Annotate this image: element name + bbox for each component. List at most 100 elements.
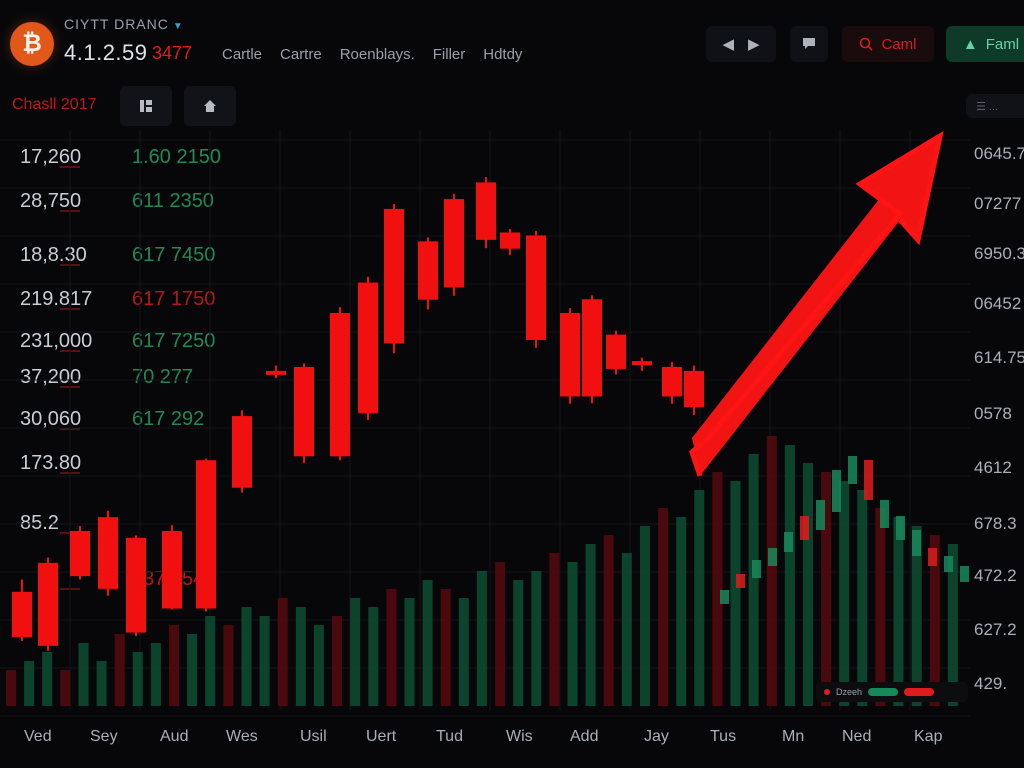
price-level: 85.2 — [20, 512, 59, 534]
search-pill[interactable]: ☰ ... — [966, 94, 1024, 118]
candle-bull[interactable] — [582, 299, 602, 397]
candle-bull[interactable] — [384, 208, 404, 344]
layout-button[interactable] — [120, 86, 172, 126]
candle-bull[interactable] — [500, 232, 520, 249]
legend-label: Dzeeh — [836, 687, 863, 697]
volume-bar — [531, 571, 542, 706]
candle-bear[interactable] — [632, 361, 652, 366]
candle-bear[interactable] — [126, 537, 146, 633]
volume-bar — [694, 490, 705, 706]
menu-item[interactable]: Roenblays. — [339, 46, 415, 63]
candle-bear[interactable] — [266, 370, 286, 375]
volume-bar — [223, 625, 234, 706]
volume-bar — [766, 436, 777, 706]
volume-bar — [549, 553, 560, 706]
candle-bear[interactable] — [684, 370, 704, 408]
volume-bar — [893, 517, 904, 706]
volume-bar — [712, 472, 723, 706]
current-price: 4.1.2.59 — [64, 40, 148, 65]
candle-bear[interactable] — [294, 366, 314, 457]
price-level: 30,060 — [20, 408, 82, 430]
volume-bar — [24, 661, 35, 706]
candle-bear[interactable] — [330, 312, 350, 457]
legend-bear-swatch — [904, 688, 935, 696]
price-list-row[interactable]: 28,750 611 2350 — [0, 186, 240, 214]
candle-bull[interactable] — [444, 199, 464, 288]
mini-candle — [784, 532, 793, 552]
volume-bar — [422, 580, 433, 706]
chat-button[interactable] — [790, 26, 828, 62]
nav-buttons: ◀ ▶ — [706, 26, 776, 62]
price-level: 28,750 — [20, 190, 82, 212]
volume-bar — [640, 526, 650, 706]
forward-icon[interactable]: ▶ — [748, 36, 760, 53]
volume-bar — [150, 643, 161, 706]
buy-button[interactable]: ▲ Faml — [946, 26, 1024, 62]
candle-bull[interactable] — [476, 182, 496, 240]
search-icon — [860, 37, 874, 51]
candle-bear[interactable] — [606, 334, 626, 369]
candle-bear[interactable] — [560, 312, 580, 397]
candle-bear[interactable] — [162, 530, 182, 609]
legend-bull-swatch — [868, 688, 899, 696]
time-tick-label: Mn — [782, 728, 805, 745]
candle-bear[interactable] — [662, 366, 682, 397]
triangle-down-icon[interactable]: ▼ — [172, 21, 184, 32]
price-level: 219.817 — [20, 288, 93, 310]
volume-bar — [947, 544, 958, 706]
menu-item[interactable]: Cartle — [222, 46, 263, 63]
volume-bar — [658, 508, 669, 706]
chart-label: Chasll 2017 — [12, 96, 97, 113]
header: ₿ CIYTT DRANC ▼ 4.1.2.59 3477 Cartle Cart… — [0, 0, 1024, 84]
price-list-row[interactable]: 219.817 617 1750 — [0, 284, 240, 312]
volume-bar — [784, 445, 795, 706]
mini-candle — [752, 560, 761, 578]
time-tick-label: Ned — [842, 728, 872, 745]
time-tick-label: Uert — [366, 728, 397, 745]
candle-bull[interactable] — [526, 235, 546, 340]
candle-bull[interactable] — [98, 517, 118, 589]
cancel-button[interactable]: Caml — [842, 26, 934, 62]
volume-bar — [78, 643, 89, 706]
volume-bar — [458, 598, 469, 706]
volume-bar — [603, 535, 614, 706]
volume-bar — [96, 661, 107, 706]
price-list-row[interactable]: 30,060 617 292 — [0, 404, 240, 432]
price-tick-label: 678.3 — [974, 514, 1017, 533]
time-tick-label: Tud — [436, 728, 463, 745]
candle-bull[interactable] — [38, 562, 58, 646]
volume-bar — [676, 517, 687, 706]
candle-bear[interactable] — [12, 591, 32, 637]
price-list-row[interactable]: 17,260 1.60 2150 — [0, 142, 240, 170]
candle-bull[interactable] — [232, 416, 252, 488]
time-tick-label: Sey — [90, 728, 118, 745]
price-candles — [12, 177, 969, 651]
volume-bar — [839, 481, 850, 706]
home-button[interactable] — [184, 86, 236, 126]
price-tick-label: 627.2 — [974, 620, 1017, 639]
price-change: 3477 — [152, 43, 193, 63]
mini-candle — [944, 556, 953, 572]
volume-bars — [6, 436, 958, 706]
price-list-row[interactable]: 231,000 617 7250 — [0, 326, 240, 354]
candle-bear[interactable] — [70, 530, 90, 577]
price-tick-label: 4612 — [974, 458, 1012, 477]
cancel-label: Caml — [881, 35, 917, 53]
menu-item[interactable]: Cartre — [280, 46, 322, 63]
price-tick-label: 0645.7 — [974, 144, 1024, 163]
back-icon[interactable]: ◀ — [722, 36, 734, 53]
menu-item[interactable]: Hdtdy — [483, 46, 523, 63]
volume-bar — [386, 589, 397, 706]
order-amount: 617 292 — [132, 408, 205, 430]
menu-item[interactable]: Filler — [432, 46, 466, 63]
candle-bull[interactable] — [358, 282, 378, 414]
mini-candle — [896, 516, 905, 540]
volume-bar — [476, 571, 487, 706]
volume-bar — [857, 490, 868, 706]
candle-bear[interactable] — [196, 460, 216, 609]
brand-name: CIYTT DRANC ▼ — [64, 16, 184, 32]
candle-bull[interactable] — [418, 241, 438, 300]
volume-bar — [875, 508, 886, 706]
mini-candle — [912, 530, 921, 556]
